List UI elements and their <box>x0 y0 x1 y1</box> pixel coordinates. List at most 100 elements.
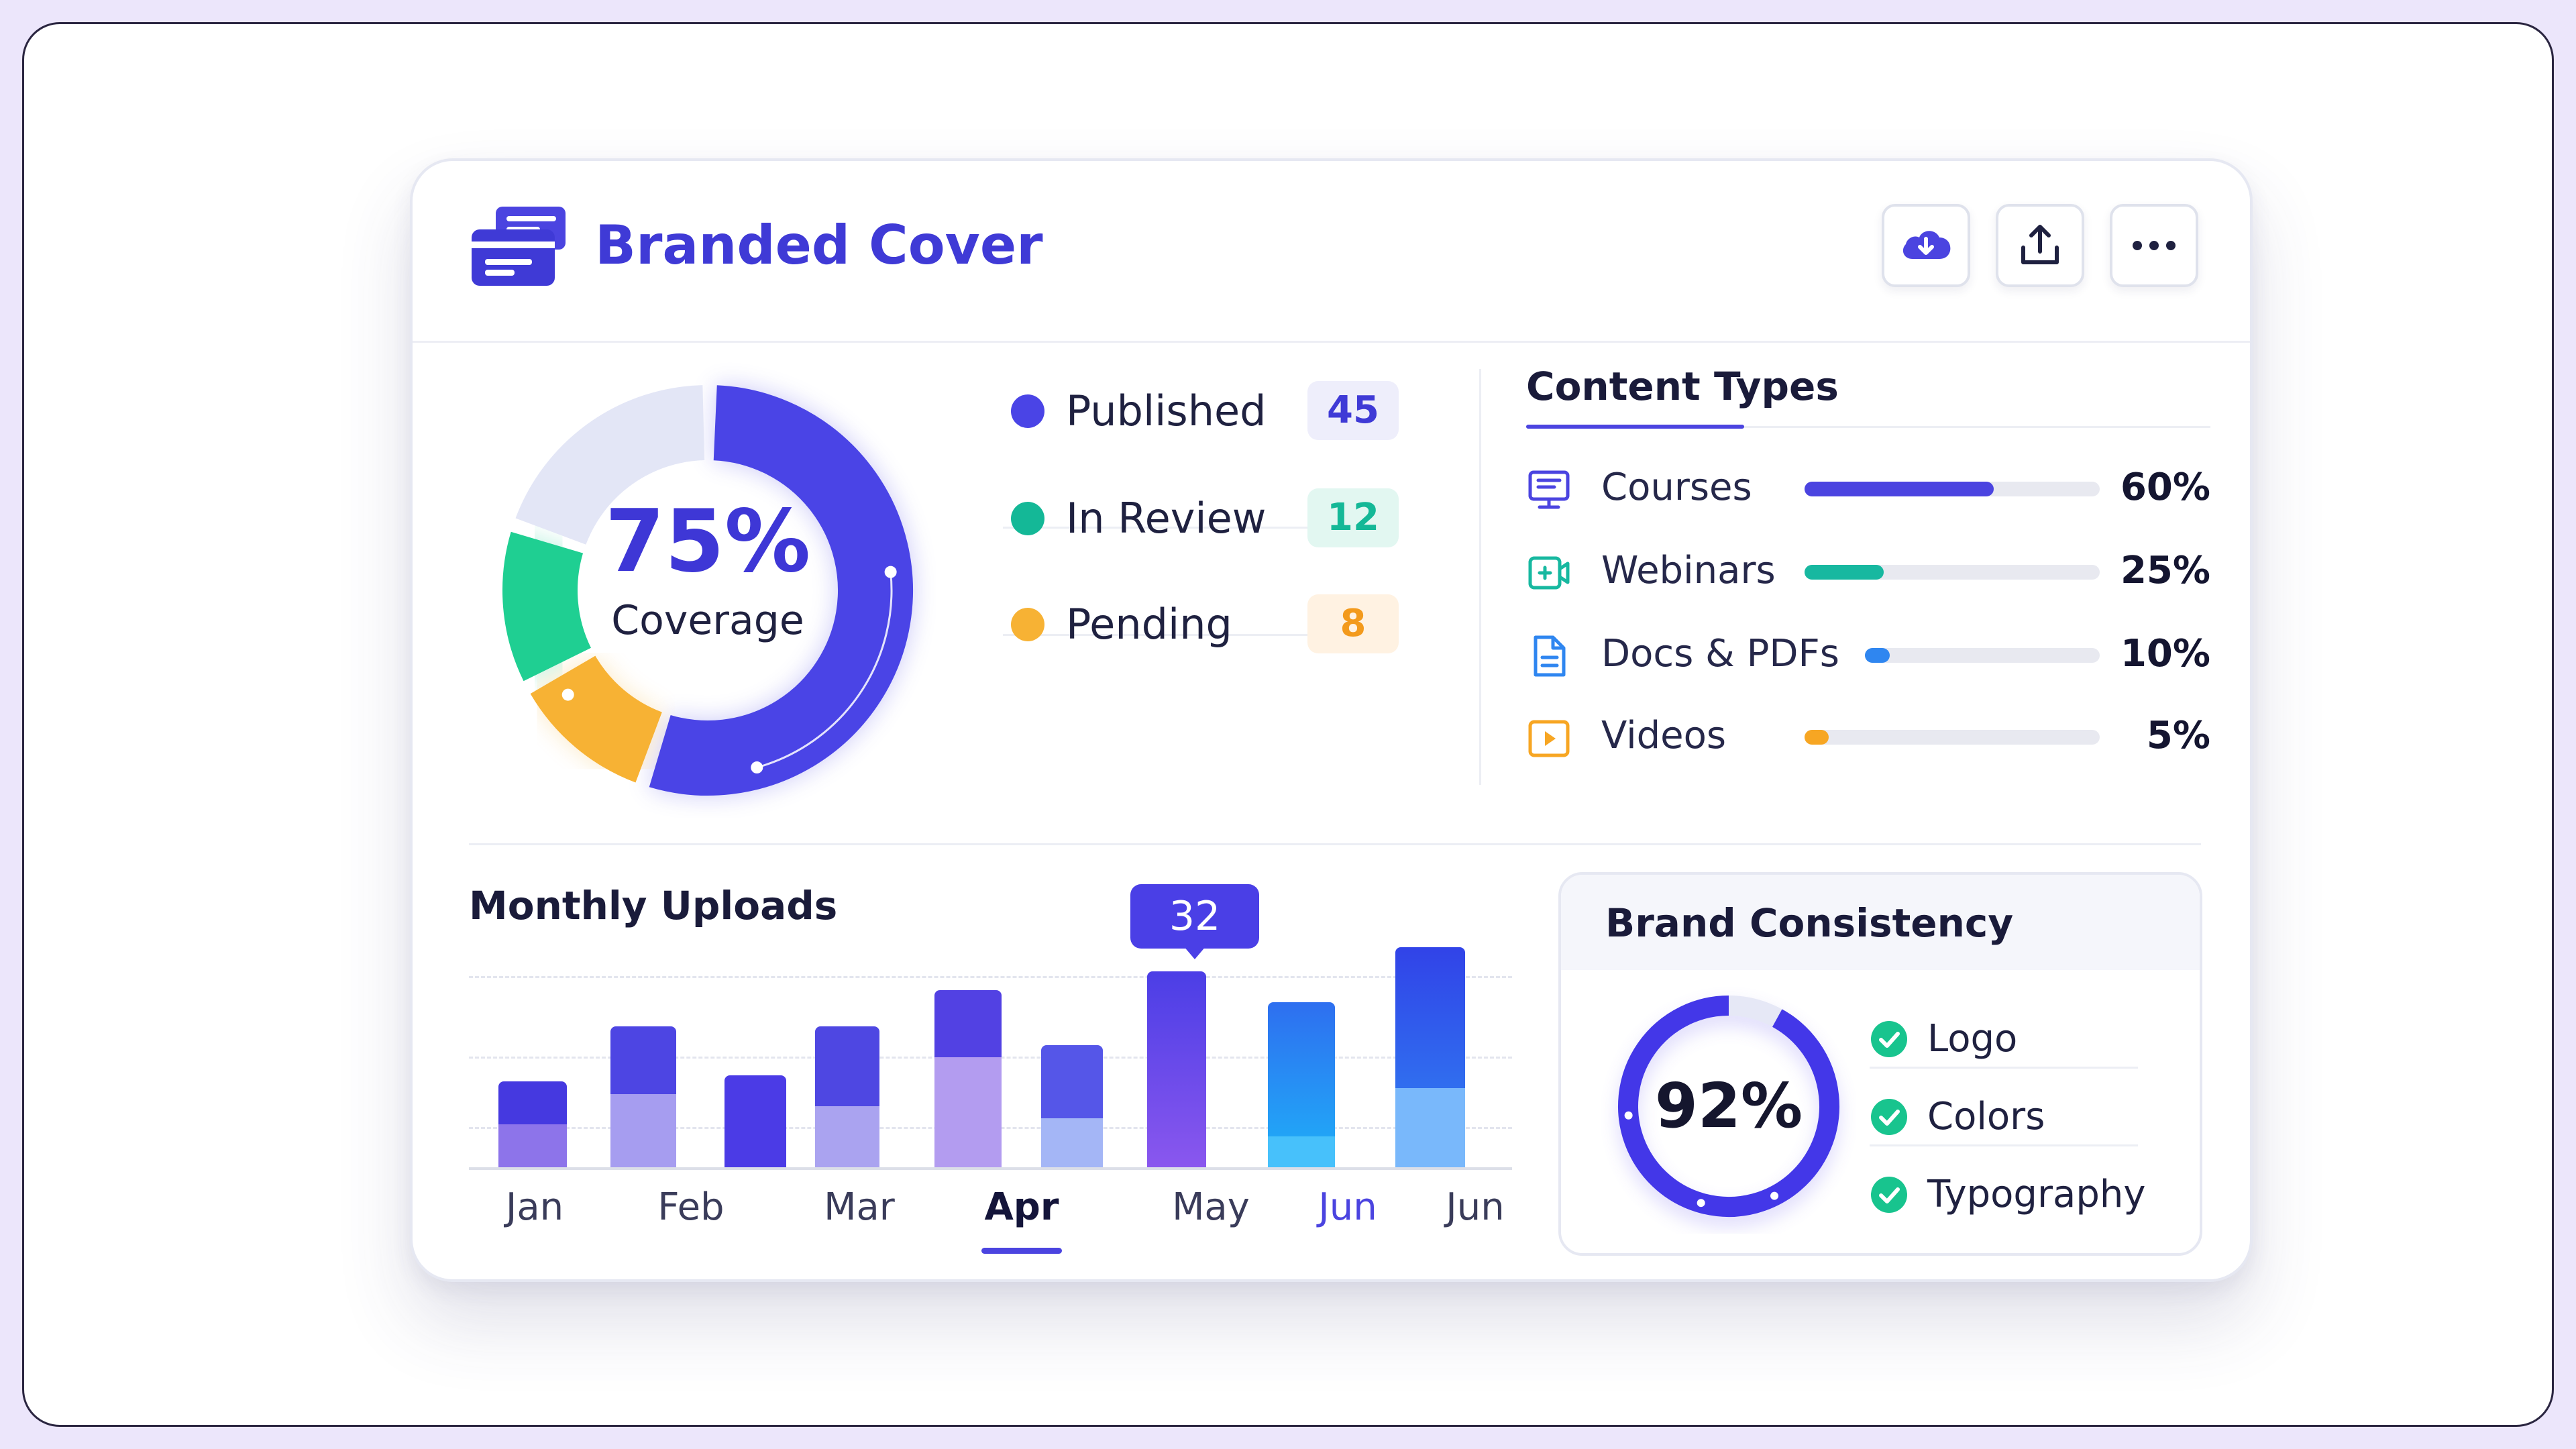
brand-consistency-ring <box>1618 996 1839 1226</box>
stacked-cards-icon <box>472 207 566 286</box>
play-icon <box>1528 720 1570 757</box>
x-axis-label-apr[interactable]: Apr <box>984 1185 1059 1229</box>
bar-apr[interactable] <box>1041 1044 1103 1167</box>
share-upload-icon <box>2021 225 2059 264</box>
coverage-value: 75% <box>604 492 811 592</box>
donut-segment-remaining <box>515 385 706 545</box>
status-count-badge: 12 <box>1307 488 1399 547</box>
status-dot <box>1011 502 1044 535</box>
status-count-badge: 8 <box>1307 594 1399 653</box>
content-types-rule <box>1526 426 2210 428</box>
content-type-label: Courses <box>1601 466 1752 509</box>
x-axis-label-jun[interactable]: Jun <box>1446 1185 1505 1229</box>
brand-check-label: Typography <box>1927 1173 2146 1216</box>
status-divider <box>1003 634 1399 636</box>
download-button[interactable] <box>1882 204 1970 287</box>
bar-tooltip-pointer <box>1183 946 1206 959</box>
content-type-row: Webinars 25% <box>1526 534 2210 608</box>
content-type-row: Docs & PDFs 10% <box>1526 617 2210 691</box>
content-type-row: Videos 5% <box>1526 699 2210 773</box>
more-dots-icon <box>2133 241 2176 250</box>
brand-item-divider <box>1870 1144 2138 1146</box>
monthly-uploads-title: Monthly Uploads <box>469 883 838 928</box>
bar-lower-segment <box>934 1057 1002 1167</box>
bar-jun[interactable] <box>1395 947 1465 1167</box>
brand-check-label: Logo <box>1927 1017 2018 1061</box>
content-type-fill <box>1805 730 1829 745</box>
content-type-track <box>1805 482 2100 496</box>
selected-month-indicator <box>981 1248 1062 1254</box>
cloud-download-icon <box>1902 231 1951 259</box>
content-type-fill <box>1805 482 1994 496</box>
donut-marker <box>884 566 897 578</box>
check-circle-icon <box>1871 1021 1907 1057</box>
status-label: Pending <box>1066 600 1232 649</box>
content-type-label: Videos <box>1601 714 1727 757</box>
bar-may[interactable] <box>1147 971 1206 1167</box>
bar-lower-segment <box>498 1124 567 1167</box>
header-divider <box>413 341 2250 343</box>
bar-mar[interactable] <box>815 1026 879 1167</box>
brand-check-item: Colors <box>1870 1077 2165 1155</box>
content-type-percent: 60% <box>2120 466 2210 509</box>
section-divider <box>469 843 2201 845</box>
branded-cover-card: Branded Cover 75% Coverage Publish <box>410 158 2253 1282</box>
status-count-badge: 45 <box>1307 381 1399 440</box>
content-type-percent: 5% <box>2146 714 2210 757</box>
donut-segment-review <box>502 531 592 682</box>
status-label: In Review <box>1066 494 1267 543</box>
bar-lower-segment <box>1268 1136 1335 1167</box>
content-type-fill <box>1865 648 1890 663</box>
content-type-label: Webinars <box>1601 549 1776 592</box>
window-frame: Branded Cover 75% Coverage Publish <box>22 22 2554 1427</box>
content-type-track <box>1865 648 2100 663</box>
ring-marker <box>1770 1191 1779 1200</box>
share-button[interactable] <box>1996 204 2084 287</box>
status-divider <box>1003 527 1399 529</box>
bar-lower-segment <box>610 1093 676 1167</box>
bar-feb[interactable] <box>610 1026 676 1167</box>
x-axis-label-jun[interactable]: Jun <box>1318 1185 1377 1229</box>
x-axis-label-feb[interactable]: Feb <box>657 1185 724 1229</box>
content-types-rule-accent <box>1526 425 1744 429</box>
content-type-label: Docs & PDFs <box>1601 632 1839 676</box>
x-axis-label-mar[interactable]: Mar <box>824 1185 895 1229</box>
donut-marker <box>751 761 763 774</box>
bar-jan[interactable] <box>498 1081 567 1167</box>
check-circle-icon <box>1871 1177 1907 1213</box>
brand-consistency-panel: Brand Consistency 92% Logo Colors Typogr… <box>1558 872 2202 1256</box>
x-axis-label-jan[interactable]: Jan <box>505 1185 564 1229</box>
brand-check-item: Logo <box>1870 1000 2165 1077</box>
donut-highlight-line <box>756 572 893 769</box>
brand-consistency-title: Brand Consistency <box>1605 900 2014 946</box>
monitor-icon <box>1528 470 1570 509</box>
brand-check-item: Typography <box>1870 1155 2165 1233</box>
donut-segment-published <box>649 385 913 796</box>
donut-segment-pending <box>530 655 663 783</box>
content-type-track <box>1805 730 2100 745</box>
ring-marker <box>1624 1111 1633 1120</box>
status-dot <box>1011 394 1044 428</box>
bar-lower-segment <box>815 1106 879 1167</box>
document-icon <box>1534 635 1566 677</box>
brand-consistency-value: 92% <box>1654 1070 1803 1142</box>
status-row-in-review: In Review 12 <box>1003 464 1399 572</box>
x-axis-label-may[interactable]: May <box>1172 1185 1250 1229</box>
status-dot <box>1011 608 1044 641</box>
status-row-published: Published 45 <box>1003 357 1399 464</box>
brand-check-label: Colors <box>1927 1095 2045 1138</box>
more-button[interactable] <box>2110 204 2198 287</box>
gridline <box>469 976 1512 978</box>
bar-jun[interactable] <box>1268 1002 1335 1167</box>
bar-feb[interactable] <box>724 1075 786 1167</box>
bar-apr[interactable] <box>934 989 1002 1167</box>
donut-marker <box>561 688 574 701</box>
brand-item-divider <box>1870 1067 2138 1069</box>
ring-marker <box>1697 1199 1705 1208</box>
bar-lower-segment <box>1395 1087 1465 1167</box>
content-type-fill <box>1805 565 1884 580</box>
coverage-label: Coverage <box>611 597 804 644</box>
content-type-track <box>1805 565 2100 580</box>
content-type-percent: 10% <box>2120 632 2210 676</box>
brand-consistency-header <box>1561 875 2200 970</box>
